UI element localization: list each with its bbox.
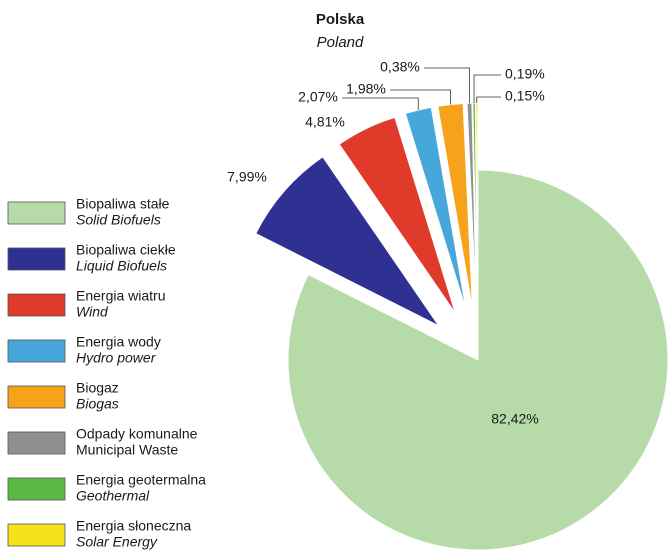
pie-slice — [404, 106, 467, 310]
legend-label: Biogaz — [76, 380, 119, 396]
legend-label: Energia geotermalna — [76, 472, 206, 488]
data-label: 0,38% — [380, 59, 420, 75]
legend-swatch — [7, 523, 66, 547]
data-label: 1,98% — [346, 81, 386, 97]
leader-line — [476, 96, 501, 104]
leader-line — [390, 89, 451, 105]
legend-swatch — [7, 339, 66, 363]
legend-label: Biopaliwa ciekłe — [76, 242, 176, 258]
legend-label: Energia słoneczna — [76, 518, 191, 534]
data-label: 82,42% — [491, 411, 538, 427]
chart-subtitle: Poland — [317, 34, 364, 51]
legend-label: Energia wiatru — [76, 288, 166, 304]
legend-label: Odpady komunalne — [76, 426, 198, 442]
legend-label-en: Geothermal — [76, 488, 150, 504]
leader-line — [473, 74, 501, 104]
legend-swatch — [7, 477, 66, 501]
leader-line — [342, 97, 419, 111]
pie-slice — [338, 116, 456, 314]
legend-swatch — [7, 385, 66, 409]
legend-label-en: Liquid Biofuels — [76, 258, 167, 274]
legend-label-en: Solid Biofuels — [76, 212, 161, 228]
legend-label-en: Hydro power — [76, 350, 157, 366]
pie-slice — [475, 102, 479, 309]
legend-swatch — [7, 293, 66, 317]
chart-title: Polska — [316, 11, 365, 28]
legend-label: Biopaliwa stałe — [76, 196, 170, 212]
leader-line — [424, 67, 470, 104]
legend-label-en: Biogas — [76, 396, 119, 412]
legend-label-en: Municipal Waste — [76, 442, 178, 458]
pie-slice — [466, 102, 477, 309]
data-label: 0,19% — [505, 66, 545, 82]
data-label: 0,15% — [505, 88, 545, 104]
legend-swatch — [7, 247, 66, 271]
legend-swatch — [7, 431, 66, 455]
legend-label: Energia wody — [76, 334, 161, 350]
data-label: 4,81% — [305, 114, 345, 130]
data-label: 2,07% — [298, 89, 338, 105]
data-label: 7,99% — [227, 169, 267, 185]
legend-label-en: Wind — [76, 304, 109, 320]
legend-label-en: Solar Energy — [76, 534, 158, 550]
pie-slice — [287, 169, 669, 551]
legend-swatch — [7, 201, 66, 225]
pie-slice — [255, 156, 440, 327]
